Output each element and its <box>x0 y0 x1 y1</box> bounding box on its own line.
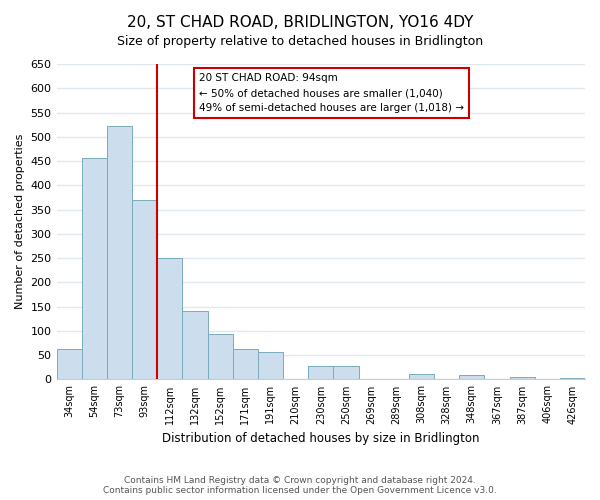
Bar <box>82 158 107 380</box>
Bar <box>509 377 535 380</box>
Bar <box>107 126 132 380</box>
Text: 20, ST CHAD ROAD, BRIDLINGTON, YO16 4DY: 20, ST CHAD ROAD, BRIDLINGTON, YO16 4DY <box>127 15 473 30</box>
Bar <box>157 258 182 380</box>
Text: Contains HM Land Registry data © Crown copyright and database right 2024.
Contai: Contains HM Land Registry data © Crown c… <box>103 476 497 495</box>
X-axis label: Distribution of detached houses by size in Bridlington: Distribution of detached houses by size … <box>162 432 479 445</box>
Bar <box>409 374 434 380</box>
Bar <box>459 374 484 380</box>
Text: 20 ST CHAD ROAD: 94sqm
← 50% of detached houses are smaller (1,040)
49% of semi-: 20 ST CHAD ROAD: 94sqm ← 50% of detached… <box>199 74 464 113</box>
Bar <box>182 310 208 380</box>
Y-axis label: Number of detached properties: Number of detached properties <box>15 134 25 310</box>
Bar <box>233 350 258 380</box>
Bar <box>308 366 334 380</box>
Bar <box>56 350 82 380</box>
Bar <box>258 352 283 380</box>
Bar <box>560 378 585 380</box>
Text: Size of property relative to detached houses in Bridlington: Size of property relative to detached ho… <box>117 35 483 48</box>
Bar <box>132 200 157 380</box>
Bar <box>208 334 233 380</box>
Bar <box>334 366 359 380</box>
